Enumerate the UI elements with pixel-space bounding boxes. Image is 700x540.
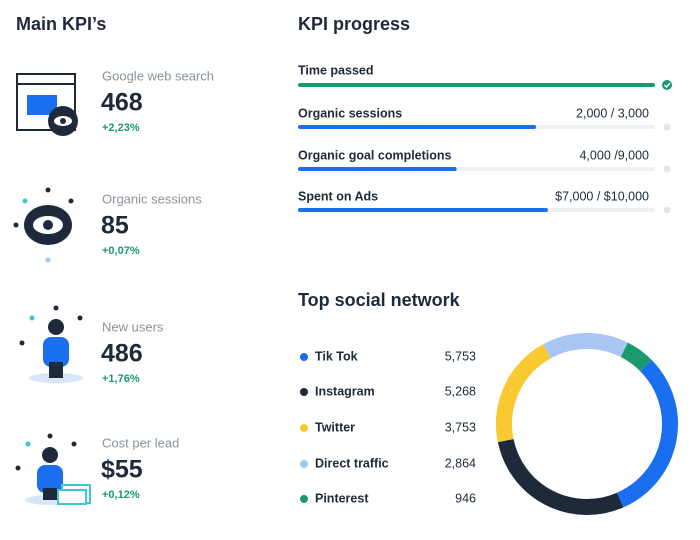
progress-dot (663, 123, 671, 131)
donut-segment (616, 359, 678, 508)
legend-dot (300, 388, 308, 396)
progress-dot (663, 206, 671, 214)
progress-label: Time passed (298, 63, 374, 77)
eye-icon (13, 187, 74, 263)
progress-label: Spent on Ads (298, 189, 378, 203)
kpi-change: +0,07% (102, 245, 140, 257)
kpi-change: +0,12% (102, 489, 140, 501)
kpi-label: New users (102, 319, 164, 334)
kpi-label: Google web search (102, 68, 214, 83)
legend-dot (300, 495, 308, 503)
progress-label: Organic goal completions (298, 148, 452, 162)
legend-dot (300, 353, 308, 361)
kpi-label: Cost per lead (102, 435, 179, 450)
cost-icon (15, 433, 91, 505)
search-icon (16, 73, 78, 136)
check-mark (663, 82, 671, 89)
progress-dot (663, 165, 671, 173)
time-bar (298, 83, 655, 87)
legend-value: 2,864 (445, 456, 476, 470)
kpi-change: +2,23% (102, 122, 140, 134)
legend-value: 946 (455, 491, 476, 505)
donut-segment (497, 438, 624, 515)
progress-value: 2,000 / 3,000 (576, 106, 649, 120)
kpi-label: Organic sessions (102, 191, 202, 206)
progress-value: 4,000 /9,000 (579, 148, 649, 162)
kpi-value: 468 (101, 89, 143, 117)
user-icon (19, 305, 83, 383)
legend-dot (300, 460, 308, 468)
legend-dot (300, 424, 308, 432)
legend-value: 5,268 (445, 384, 476, 398)
progress-label: Organic sessions (298, 106, 402, 120)
donut-segment (543, 333, 628, 359)
donut-segment (620, 342, 652, 372)
section-title: KPI progress (298, 14, 410, 34)
kpi-value: $55 (101, 456, 143, 484)
legend-label: Instagram (315, 384, 375, 398)
progress-bar (298, 208, 548, 212)
progress-bar (298, 125, 536, 129)
legend-label: Tik Tok (315, 349, 358, 363)
chart-title: Top social network (298, 290, 461, 310)
kpi-value: 85 (101, 212, 129, 240)
legend-value: 5,753 (445, 349, 476, 363)
legend-label: Direct traffic (315, 456, 389, 470)
section-title: Main KPI’s (16, 14, 106, 34)
donut-segment (496, 344, 552, 443)
progress-bar (298, 167, 457, 171)
progress-value: $7,000 / $10,000 (555, 189, 649, 203)
check-icon (662, 80, 672, 90)
kpi-change: +1,76% (102, 373, 140, 385)
kpi-value: 486 (101, 340, 143, 368)
legend-label: Pinterest (315, 491, 369, 505)
legend-label: Twitter (315, 420, 355, 434)
legend-value: 3,753 (445, 420, 476, 434)
